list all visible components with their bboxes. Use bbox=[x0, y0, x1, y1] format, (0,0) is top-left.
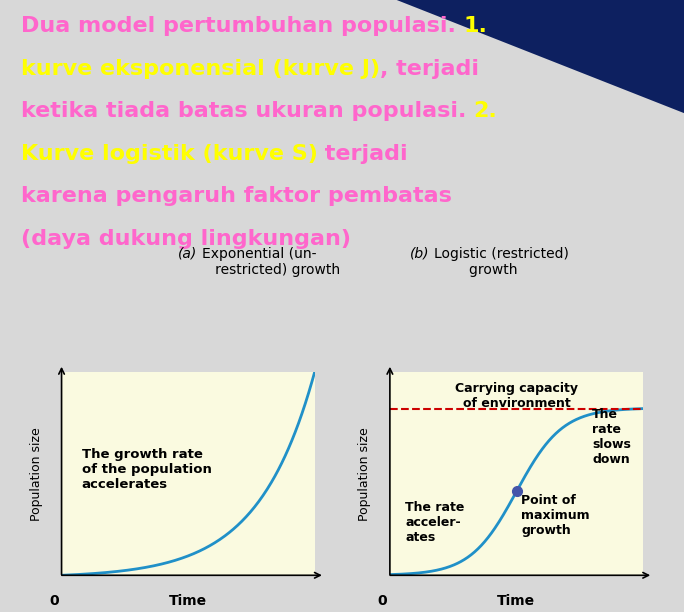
Text: Logistic (restricted)
        growth: Logistic (restricted) growth bbox=[434, 247, 569, 277]
Text: Exponential (un-
   restricted) growth: Exponential (un- restricted) growth bbox=[202, 247, 340, 277]
Text: Point of
maximum
growth: Point of maximum growth bbox=[521, 494, 590, 537]
Text: The
rate
slows
down: The rate slows down bbox=[592, 408, 631, 466]
Text: The rate
acceler-
ates: The rate acceler- ates bbox=[405, 501, 464, 544]
Text: 1.: 1. bbox=[463, 17, 487, 37]
Text: Time: Time bbox=[169, 594, 207, 608]
Text: Dua model pertumbuhan populasi.: Dua model pertumbuhan populasi. bbox=[21, 17, 463, 37]
Text: Time: Time bbox=[497, 594, 536, 608]
Text: (b): (b) bbox=[410, 247, 430, 261]
Text: Carrying capacity
of environment: Carrying capacity of environment bbox=[455, 382, 578, 411]
Text: 0: 0 bbox=[49, 594, 59, 608]
Text: kurve eksponensial (kurve J): kurve eksponensial (kurve J) bbox=[21, 59, 380, 79]
Text: karena pengaruh faktor pembatas: karena pengaruh faktor pembatas bbox=[21, 186, 451, 206]
Text: 2.: 2. bbox=[473, 102, 497, 121]
Text: (daya dukung lingkungan): (daya dukung lingkungan) bbox=[21, 228, 350, 248]
Text: ketika tiada batas ukuran populasi.: ketika tiada batas ukuran populasi. bbox=[21, 102, 473, 121]
Text: Population size: Population size bbox=[29, 427, 43, 521]
Polygon shape bbox=[397, 0, 684, 113]
Text: (a): (a) bbox=[178, 247, 197, 261]
Text: 0: 0 bbox=[378, 594, 387, 608]
Text: Population size: Population size bbox=[358, 427, 371, 521]
Text: Kurve logistik (kurve S): Kurve logistik (kurve S) bbox=[21, 144, 317, 164]
Text: terjadi: terjadi bbox=[317, 144, 408, 164]
Text: , terjadi: , terjadi bbox=[380, 59, 479, 79]
Text: The growth rate
of the population
accelerates: The growth rate of the population accele… bbox=[82, 448, 211, 491]
